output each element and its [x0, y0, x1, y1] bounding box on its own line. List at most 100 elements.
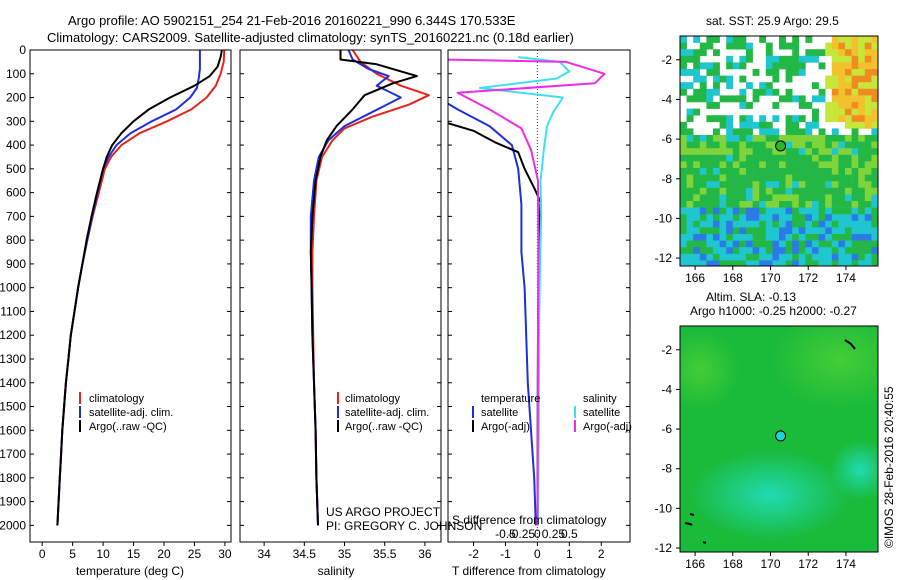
sst-cell	[812, 207, 819, 215]
legend-salinity-title: salinity	[583, 393, 617, 405]
sst-cell	[752, 214, 760, 222]
latitude-tick-label: -12	[655, 251, 673, 265]
sst-cell	[858, 174, 866, 182]
sst-cell	[845, 154, 852, 162]
sst-cell	[871, 148, 878, 156]
sst-cell	[765, 168, 773, 175]
sst-cell	[812, 214, 819, 222]
sst-cell	[779, 36, 786, 43]
sst-cell	[851, 42, 859, 50]
sst-cell	[858, 115, 866, 123]
sst-cell	[831, 36, 839, 43]
depth-tick-label: 900	[6, 257, 26, 271]
s-difference-tick-label: 0.5	[561, 527, 578, 541]
sst-cell	[765, 234, 773, 241]
sst-cell	[732, 95, 740, 103]
sst-cell	[792, 253, 800, 261]
sst-cell	[680, 174, 687, 182]
sst-cell	[825, 201, 833, 208]
sst-cell	[838, 161, 846, 169]
sst-cell	[838, 102, 846, 109]
sst-cell	[680, 42, 687, 50]
sst-cell	[779, 181, 786, 189]
sst-cell	[686, 128, 694, 136]
sst-cell	[845, 135, 852, 142]
sst-cell	[706, 69, 714, 76]
sst-cell	[765, 154, 773, 162]
sst-cell	[845, 55, 852, 63]
sst-cell	[858, 95, 866, 103]
sst-cell	[805, 181, 813, 189]
sst-cell	[858, 69, 866, 76]
sst-cell	[831, 69, 839, 76]
sst-cell	[858, 227, 866, 235]
sst-cell	[772, 227, 780, 235]
sst-cell	[706, 115, 714, 123]
sst-cell	[864, 62, 872, 70]
sst-cell	[765, 247, 773, 255]
sst-cell	[785, 194, 793, 202]
sst-cell	[871, 194, 878, 202]
sst-cell	[746, 102, 753, 109]
sst-cell	[732, 42, 740, 50]
sst-cell	[765, 69, 773, 76]
sst-cell	[772, 214, 780, 222]
temperature-frame	[29, 49, 232, 543]
sst-cell	[812, 260, 819, 266]
sst-cell	[739, 174, 747, 182]
sst-cell	[864, 201, 872, 208]
sst-cell	[792, 55, 800, 63]
sst-cell	[792, 194, 800, 202]
sst-cell	[686, 174, 694, 182]
sst-cell	[785, 214, 793, 222]
sst-cell	[686, 135, 694, 142]
sst-cell	[739, 88, 747, 96]
sst-cell	[680, 55, 687, 63]
sst-cell	[680, 88, 687, 96]
sst-cell	[706, 194, 714, 202]
sst-cell	[706, 247, 714, 255]
temperature-xlabel: temperature (deg C)	[76, 564, 184, 578]
sst-cell	[693, 95, 701, 103]
sst-cell	[699, 88, 707, 96]
depth-tick-label: 1800	[0, 471, 26, 485]
sst-cell	[693, 260, 701, 266]
difference-line	[448, 102, 537, 526]
sst-cell	[864, 49, 872, 57]
sst-cell	[851, 88, 859, 96]
sst-cell	[739, 161, 747, 169]
latitude-tick-label: -12	[655, 541, 673, 555]
sst-cell	[706, 253, 714, 261]
sst-cell	[818, 207, 826, 215]
sst-cell	[759, 187, 767, 195]
sst-cell	[864, 121, 872, 129]
sst-cell	[818, 240, 826, 248]
sst-cell	[831, 141, 839, 149]
sst-cell	[680, 181, 687, 189]
sst-cell	[851, 253, 859, 261]
sst-cell	[719, 207, 727, 215]
sst-cell	[792, 214, 800, 222]
sst-cell	[818, 187, 826, 195]
sst-cell	[779, 187, 786, 195]
sst-cell	[772, 69, 780, 76]
sst-cell	[818, 135, 826, 142]
sst-cell	[765, 214, 773, 222]
sst-cell	[792, 121, 800, 129]
project-pi: PI: GREGORY C. JOHNSON	[326, 519, 482, 533]
sst-cell	[752, 201, 760, 208]
sst-cell	[779, 55, 786, 63]
sst-cell	[779, 214, 786, 222]
sst-cell	[765, 49, 773, 57]
sst-cell	[713, 247, 720, 255]
sst-cell	[739, 227, 747, 235]
sst-cell	[831, 201, 839, 208]
sst-cell	[785, 69, 793, 76]
sst-cell	[713, 115, 720, 123]
sst-cell	[858, 214, 866, 222]
sst-cell	[818, 148, 826, 156]
sst-cell	[785, 121, 793, 129]
depth-tick-label: 1400	[0, 376, 26, 390]
sst-cell	[812, 121, 819, 129]
sst-cell	[752, 121, 760, 129]
